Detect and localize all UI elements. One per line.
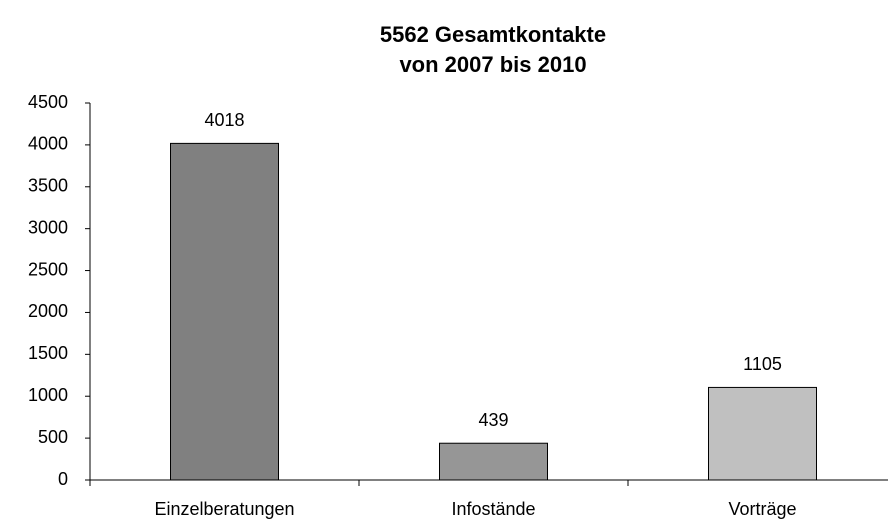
x-tick-label: Vorträge [728, 499, 796, 519]
y-tick-label: 3000 [28, 217, 68, 237]
x-tick-label: Einzelberatungen [154, 499, 294, 519]
bar [439, 442, 548, 481]
y-tick-label: 4500 [28, 92, 68, 112]
y-tick-label: 500 [38, 427, 68, 447]
y-tick-label: 0 [58, 469, 68, 489]
x-tick-label: Infostände [451, 499, 535, 519]
bar [708, 386, 817, 481]
data-label: 4018 [204, 110, 244, 130]
y-tick-label: 1000 [28, 385, 68, 405]
y-tick-label: 2000 [28, 301, 68, 321]
chart-title: 5562 Gesamtkontakte [380, 22, 606, 47]
bar [170, 142, 279, 481]
data-label: 439 [478, 410, 508, 430]
data-label: 1105 [743, 354, 782, 374]
y-tick-label: 4000 [28, 134, 68, 154]
chart-title: von 2007 bis 2010 [399, 52, 586, 77]
y-tick-label: 1500 [28, 343, 68, 363]
y-tick-label: 3500 [28, 176, 68, 196]
y-tick-label: 2500 [28, 259, 68, 279]
